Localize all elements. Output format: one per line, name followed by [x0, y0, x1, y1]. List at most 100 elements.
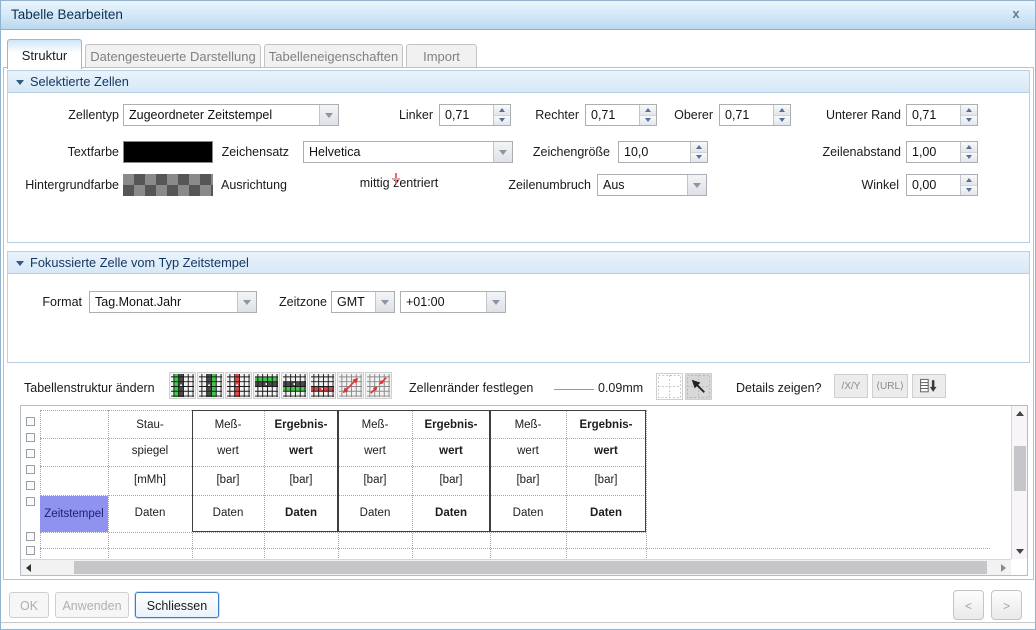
row-handle[interactable] — [26, 417, 35, 426]
chevron-down-icon[interactable] — [237, 292, 256, 312]
scroll-up-icon[interactable] — [1016, 411, 1024, 416]
spin-down-icon[interactable] — [494, 114, 510, 125]
insert-row-below-icon[interactable] — [281, 372, 308, 399]
chevron-down-icon[interactable] — [319, 105, 338, 125]
tab-struktur[interactable]: Struktur — [7, 39, 82, 69]
oberer-label: Oberer — [674, 108, 713, 122]
spin-up-icon[interactable] — [691, 142, 707, 152]
close-icon[interactable]: x — [1012, 6, 1020, 21]
spin-up-icon[interactable] — [774, 105, 790, 115]
spin-up-icon[interactable] — [640, 105, 656, 115]
spin-up-icon[interactable] — [961, 142, 977, 152]
schliessen-button[interactable]: Schliessen — [135, 592, 219, 618]
zeichensatz-select[interactable]: Helvetica — [303, 141, 513, 163]
anwenden-button[interactable]: Anwenden — [55, 592, 129, 618]
zeilenabstand-spinner[interactable]: 1,00 — [906, 141, 978, 163]
spin-down-icon[interactable] — [640, 114, 656, 125]
spin-down-icon[interactable] — [961, 151, 977, 162]
format-select[interactable]: Tag.Monat.Jahr — [89, 291, 257, 313]
tabellenstruktur-label: Tabellenstruktur ändern — [24, 381, 155, 395]
xy-details-button[interactable]: /X/Y — [834, 374, 868, 398]
zeitzone-select[interactable]: GMT — [331, 291, 395, 313]
scroll-left-icon[interactable] — [26, 564, 31, 572]
textfarbe-swatch[interactable] — [123, 141, 213, 163]
scroll-right-icon[interactable] — [1001, 564, 1006, 572]
dialog-bottom-border — [1, 622, 1035, 623]
table-preview[interactable]: Zeitstempel Stau- spiegel [mMh] Daten Me… — [20, 405, 1028, 576]
grid-line — [412, 410, 413, 558]
spin-down-icon[interactable] — [691, 151, 707, 162]
insert-row-above-icon[interactable] — [253, 372, 280, 399]
zeichengroesse-spinner[interactable]: 10,0 — [618, 141, 708, 163]
split-cells-icon[interactable] — [365, 372, 392, 399]
section-header-fokussierte-zelle[interactable]: Fokussierte Zelle vom Typ Zeitstempel — [8, 252, 1029, 274]
grid-line — [40, 532, 646, 533]
spin-down-icon[interactable] — [774, 114, 790, 125]
preview-column-ergebniswert: Ergebnis- wert [bar] Daten — [424, 419, 478, 519]
vertical-scroll-thumb[interactable] — [1014, 446, 1026, 491]
spin-up-icon[interactable] — [961, 105, 977, 115]
ausrichtung-value[interactable]: mittig zentriert — [359, 176, 439, 190]
tab-tabelleneigenschaften[interactable]: Tabelleneigenschaften — [264, 44, 403, 68]
cell-borders-grid-icon[interactable] — [656, 373, 683, 400]
row-handle[interactable] — [26, 532, 35, 541]
insert-column-left-icon[interactable] — [169, 372, 196, 399]
row-handle[interactable] — [26, 449, 35, 458]
border-width-value: 0.09mm — [598, 381, 644, 395]
column-pair-border — [338, 410, 490, 532]
insert-column-right-icon[interactable] — [197, 372, 224, 399]
spin-down-icon[interactable] — [961, 114, 977, 125]
zeilenumbruch-select[interactable]: Aus — [597, 174, 707, 196]
unterer-rand-label: Unterer Rand — [825, 108, 901, 122]
table-download-icon[interactable] — [912, 374, 946, 398]
zeitstempel-cell[interactable]: Zeitstempel — [40, 496, 108, 532]
spin-up-icon[interactable] — [494, 105, 510, 115]
grid-line — [40, 548, 990, 549]
alignment-cursor-icon — [392, 178, 400, 180]
linker-spinner[interactable]: 0,71 — [439, 104, 511, 126]
delete-column-icon[interactable] — [225, 372, 252, 399]
oberer-spinner[interactable]: 0,71 — [719, 104, 791, 126]
row-handle[interactable] — [26, 465, 35, 474]
winkel-spinner[interactable]: 0,00 — [906, 174, 978, 196]
vertical-scrollbar[interactable] — [1011, 406, 1027, 559]
tab-datengesteuerte-darstellung[interactable]: Datengesteuerte Darstellung — [85, 44, 261, 68]
row-handle[interactable] — [26, 497, 35, 506]
chevron-down-icon[interactable] — [375, 292, 394, 312]
grid-line — [40, 495, 646, 496]
hintergrundfarbe-swatch[interactable] — [123, 174, 213, 196]
chevron-down-icon[interactable] — [493, 142, 512, 162]
next-button[interactable]: > — [991, 590, 1022, 620]
row-handle[interactable] — [26, 546, 35, 555]
zellentyp-select[interactable]: Zugeordneter Zeitstempel — [123, 104, 339, 126]
textfarbe-label: Textfarbe — [67, 145, 119, 159]
spin-up-icon[interactable] — [961, 175, 977, 185]
merge-cells-icon[interactable] — [337, 372, 364, 399]
rechter-spinner[interactable]: 0,71 — [585, 104, 657, 126]
delete-row-icon[interactable] — [309, 372, 336, 399]
url-details-button[interactable]: ⟨URL⟩ — [872, 374, 908, 398]
unterer-rand-spinner[interactable]: 0,71 — [906, 104, 978, 126]
row-handle[interactable] — [26, 481, 35, 490]
horizontal-scrollbar[interactable] — [21, 559, 1011, 575]
horizontal-scroll-thumb[interactable] — [74, 561, 987, 574]
prev-button[interactable]: < — [953, 590, 984, 620]
chevron-down-icon[interactable] — [687, 175, 706, 195]
section-header-selektierte-zellen[interactable]: Selektierte Zellen — [8, 71, 1029, 93]
column-pair-border — [192, 410, 338, 532]
spin-down-icon[interactable] — [961, 184, 977, 195]
format-label: Format — [42, 295, 82, 309]
preview-column-ergebniswert: Ergebnis- wert [bar] Daten — [579, 419, 633, 519]
scroll-down-icon[interactable] — [1016, 549, 1024, 554]
chevron-down-icon[interactable] — [486, 292, 505, 312]
grid-line — [108, 410, 109, 558]
zeichengroesse-label: Zeichengröße — [532, 145, 610, 159]
row-handle[interactable] — [26, 433, 35, 442]
preview-column-messwert: Meß- wert [bar] Daten — [359, 419, 391, 519]
tab-import[interactable]: Import — [406, 44, 477, 68]
preview-column-messwert: Meß- wert [bar] Daten — [212, 419, 244, 519]
ok-button[interactable]: OK — [9, 592, 49, 618]
winkel-label: Winkel — [861, 178, 899, 192]
cell-borders-select-arrow-icon[interactable] — [685, 373, 712, 400]
zeitzone-offset-select[interactable]: +01:00 — [400, 291, 506, 313]
